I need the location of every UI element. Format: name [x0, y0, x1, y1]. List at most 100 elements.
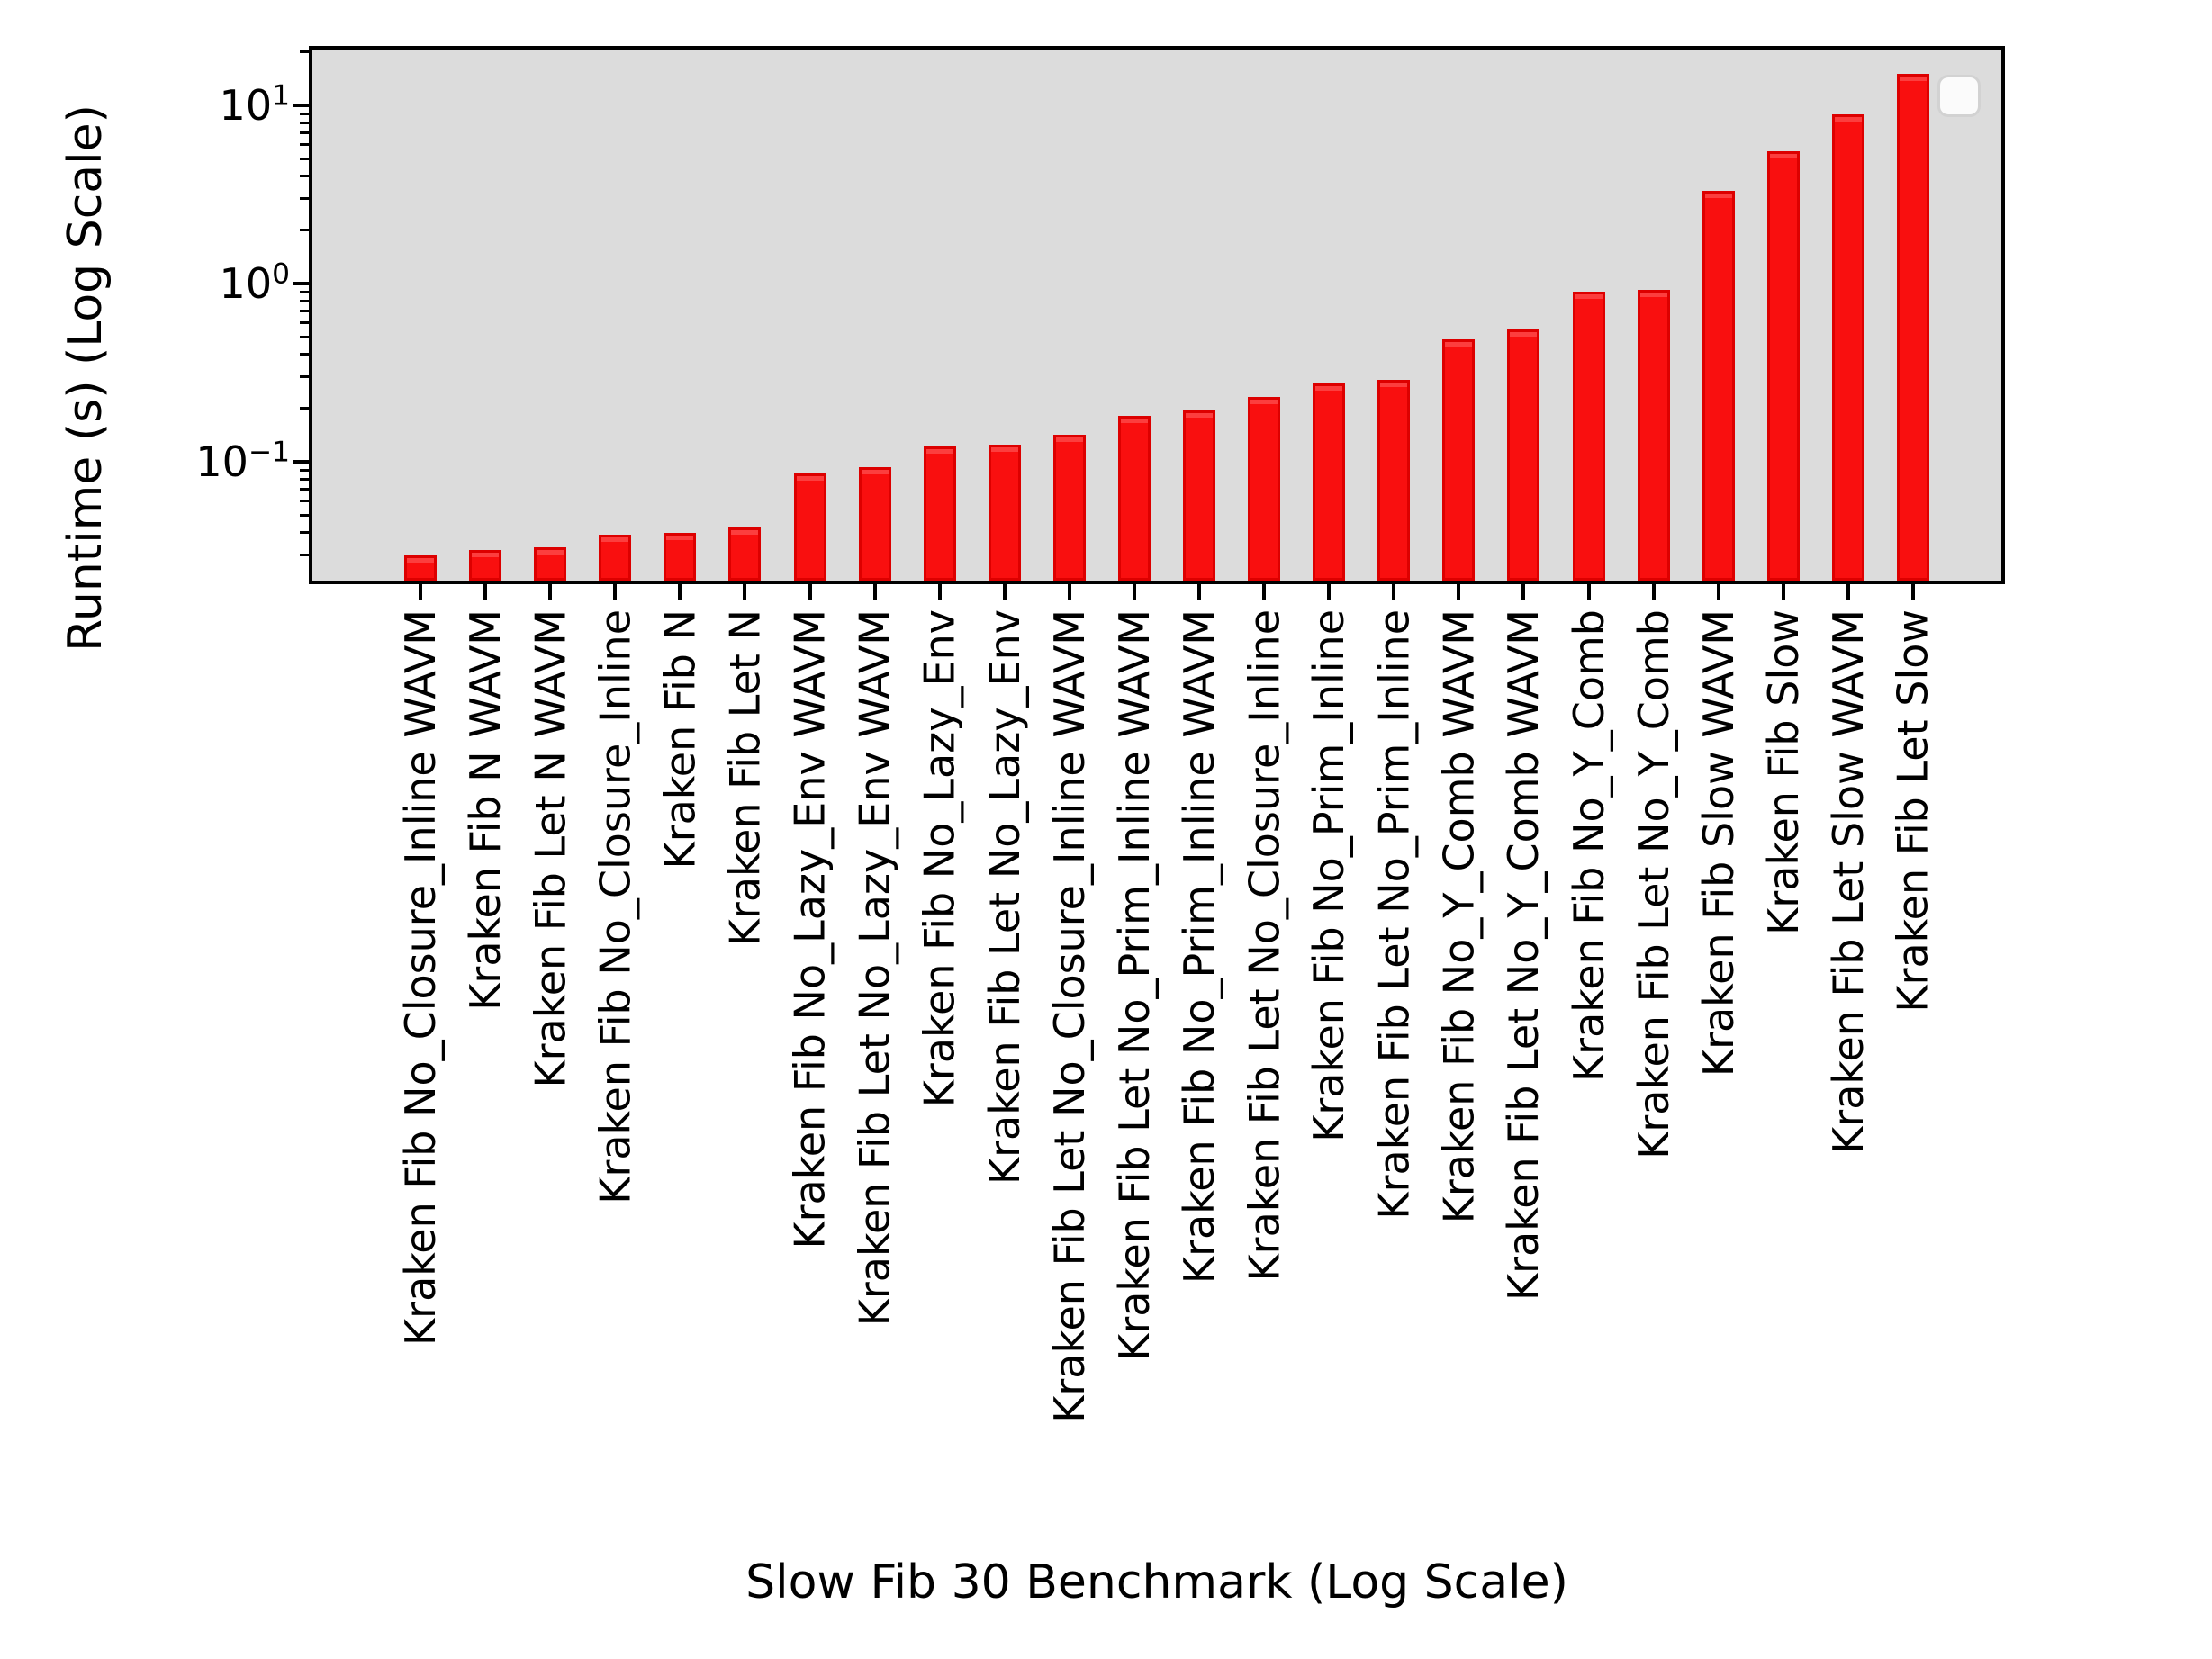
x-tick — [483, 584, 488, 600]
bar — [1507, 329, 1540, 581]
bar — [728, 527, 762, 581]
x-tick-label: Kraken Fib Let No_Closure_Inline WAVM — [1044, 609, 1094, 1423]
x-tick-label: Kraken Fib Slow WAVM — [1693, 609, 1743, 1077]
x-axis-title: Slow Fib 30 Benchmark (Log Scale) — [745, 1555, 1568, 1609]
bar — [1831, 113, 1864, 581]
bar — [1637, 290, 1670, 581]
x-tick — [1651, 584, 1656, 600]
bar — [793, 473, 826, 581]
bar — [1052, 435, 1086, 581]
x-tick-label: Kraken Fib No_Prim_Inline WAVM — [1175, 609, 1224, 1285]
x-tick — [808, 584, 812, 600]
x-tick-label: Kraken Fib No_Lazy_Env — [915, 609, 964, 1108]
y-minor-tick — [300, 531, 309, 535]
bar — [664, 532, 697, 581]
y-minor-tick — [300, 468, 309, 472]
x-tick — [548, 584, 553, 600]
x-tick-label: Kraken Fib No_Closure_Inline WAVM — [396, 609, 445, 1346]
y-tick-label: 101 — [219, 79, 290, 130]
x-tick — [1002, 584, 1007, 600]
x-tick — [1197, 584, 1202, 600]
y-minor-tick — [300, 353, 309, 356]
plot-area — [309, 46, 2005, 584]
bar — [599, 534, 632, 581]
y-minor-tick — [300, 158, 309, 161]
x-tick — [1067, 584, 1071, 600]
bar — [1897, 74, 1929, 581]
x-tick — [1457, 584, 1461, 600]
bar — [858, 467, 891, 581]
x-tick-label: Kraken Fib Let No_Prim_Inline — [1369, 609, 1419, 1220]
x-tick — [678, 584, 682, 600]
y-tick-label: 10−1 — [195, 436, 290, 486]
x-tick-label: Kraken Fib Let No_Lazy_Env — [980, 609, 1029, 1186]
y-minor-tick — [300, 406, 309, 410]
x-tick-label: Kraken Fib Let No_Y_Comb — [1629, 609, 1678, 1159]
y-tick-label: 100 — [219, 257, 290, 308]
x-tick — [1586, 584, 1591, 600]
x-tick-label: Kraken Fib N — [655, 609, 705, 870]
y-minor-tick — [300, 488, 309, 491]
x-tick-label: Kraken Fib Let No_Y_Comb WAVM — [1499, 609, 1548, 1302]
x-tick — [613, 584, 618, 600]
x-tick — [1521, 584, 1526, 600]
y-minor-tick — [300, 112, 309, 115]
x-tick — [1846, 584, 1850, 600]
x-tick — [1911, 584, 1915, 600]
y-minor-tick — [300, 175, 309, 178]
x-tick — [1262, 584, 1267, 600]
bar — [1183, 410, 1216, 581]
y-minor-tick — [300, 477, 309, 481]
bar — [988, 444, 1021, 581]
x-tick-label: Kraken Fib Let No_Prim_Inline WAVM — [1109, 609, 1159, 1361]
bar — [1766, 151, 1800, 581]
x-tick-label: Kraken Fib Let No_Lazy_Env WAVM — [850, 609, 899, 1327]
y-minor-tick — [300, 131, 309, 135]
x-tick — [1716, 584, 1720, 600]
bar — [469, 549, 502, 581]
y-minor-tick — [300, 121, 309, 124]
x-tick — [1392, 584, 1396, 600]
x-tick — [1132, 584, 1136, 600]
y-minor-tick — [300, 143, 309, 147]
bar — [1572, 292, 1605, 581]
x-tick-label: Kraken Fib Slow — [1758, 609, 1808, 935]
legend-box — [1937, 75, 1981, 117]
x-tick — [419, 584, 422, 600]
y-minor-tick — [300, 375, 309, 379]
y-minor-tick — [300, 299, 309, 302]
y-minor-tick — [300, 554, 309, 557]
bar — [1702, 191, 1735, 581]
x-tick-label: Kraken Fib No_Y_Comb — [1564, 609, 1613, 1082]
x-tick-label: Kraken Fib Let Slow WAVM — [1823, 609, 1873, 1154]
y-minor-tick — [300, 310, 309, 313]
y-major-tick — [293, 282, 309, 285]
x-tick-label: Kraken Fib N WAVM — [461, 609, 510, 1011]
x-tick-label: Kraken Fib No_Y_Comb WAVM — [1434, 609, 1484, 1224]
x-tick — [743, 584, 747, 600]
bar — [923, 446, 956, 581]
bar — [1377, 380, 1411, 581]
bar — [1313, 383, 1346, 581]
bar — [1117, 416, 1151, 581]
x-tick — [1327, 584, 1332, 600]
y-minor-tick — [300, 197, 309, 201]
y-major-tick — [293, 104, 309, 107]
x-tick-label: Kraken Fib Let N WAVM — [526, 609, 575, 1088]
x-tick-label: Kraken Fib Let No_Closure_Inline — [1240, 609, 1289, 1282]
x-tick-label: Kraken Fib Let N — [720, 609, 770, 947]
x-tick — [1781, 584, 1785, 600]
bar — [1442, 339, 1476, 581]
x-tick-label: Kraken Fib No_Closure_Inline — [591, 609, 640, 1204]
x-tick-label: Kraken Fib Let Slow — [1889, 609, 1937, 1013]
y-minor-tick — [300, 500, 309, 503]
x-tick — [872, 584, 877, 600]
x-tick-label: Kraken Fib No_Prim_Inline — [1305, 609, 1354, 1142]
bar — [404, 555, 437, 581]
y-minor-tick — [300, 514, 309, 518]
y-axis-title: Runtime (s) (Log Scale) — [59, 104, 113, 652]
y-minor-tick — [300, 336, 309, 339]
x-tick-label: Kraken Fib No_Lazy_Env WAVM — [785, 609, 835, 1249]
y-minor-tick — [300, 50, 309, 53]
